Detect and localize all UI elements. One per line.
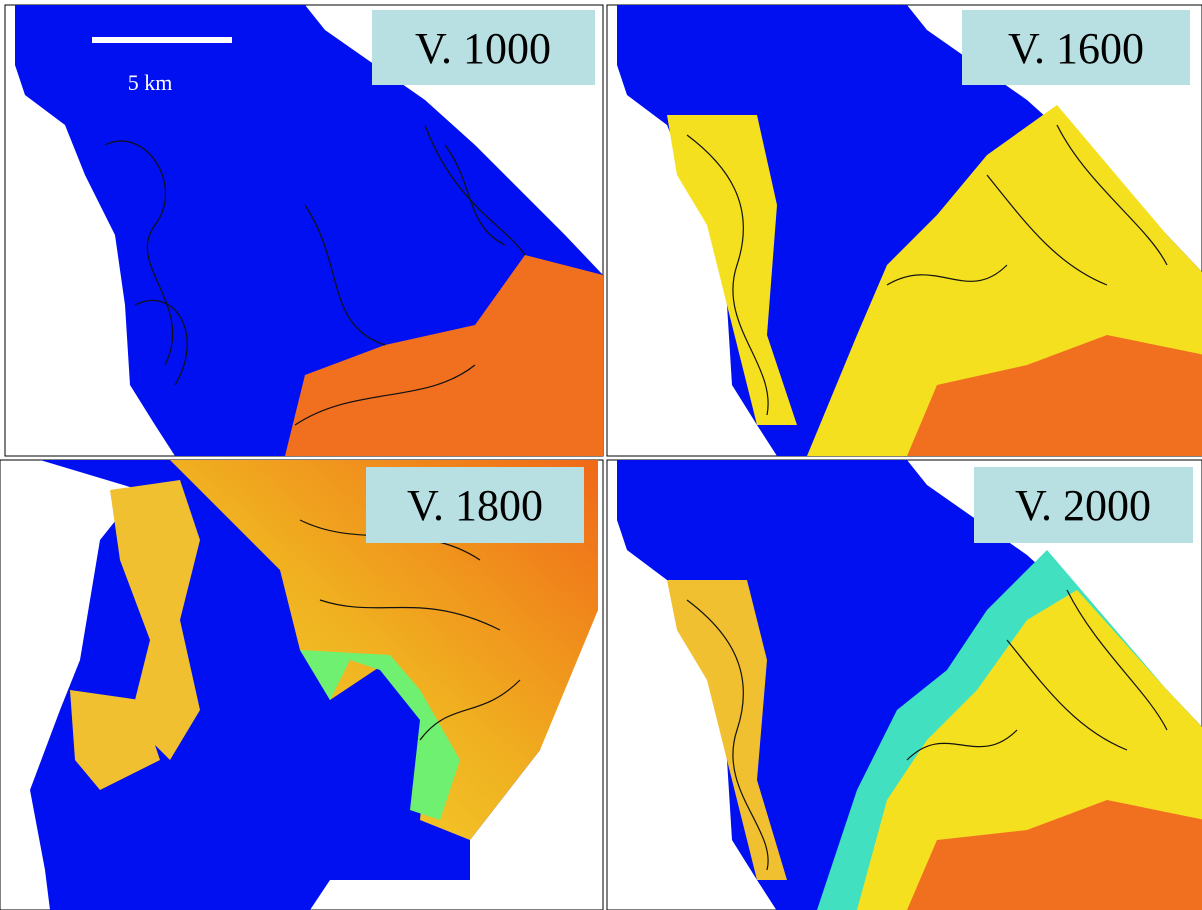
- panel-label: V. 2000: [1015, 481, 1151, 530]
- panel-label: V. 1800: [407, 481, 543, 530]
- map-panel: 5 km V. 1000: [5, 5, 603, 456]
- figure: 5 km V. 1000 V. 1600 V. 1800 V. 20: [0, 0, 1202, 910]
- panel-label: V. 1000: [415, 24, 551, 73]
- panel-label: V. 1600: [1008, 24, 1144, 73]
- map-panel: V. 2000: [607, 460, 1202, 910]
- map-panel: V. 1600: [607, 5, 1202, 456]
- scale-label: 5 km: [128, 70, 173, 95]
- map-panel: V. 1800: [0, 460, 603, 910]
